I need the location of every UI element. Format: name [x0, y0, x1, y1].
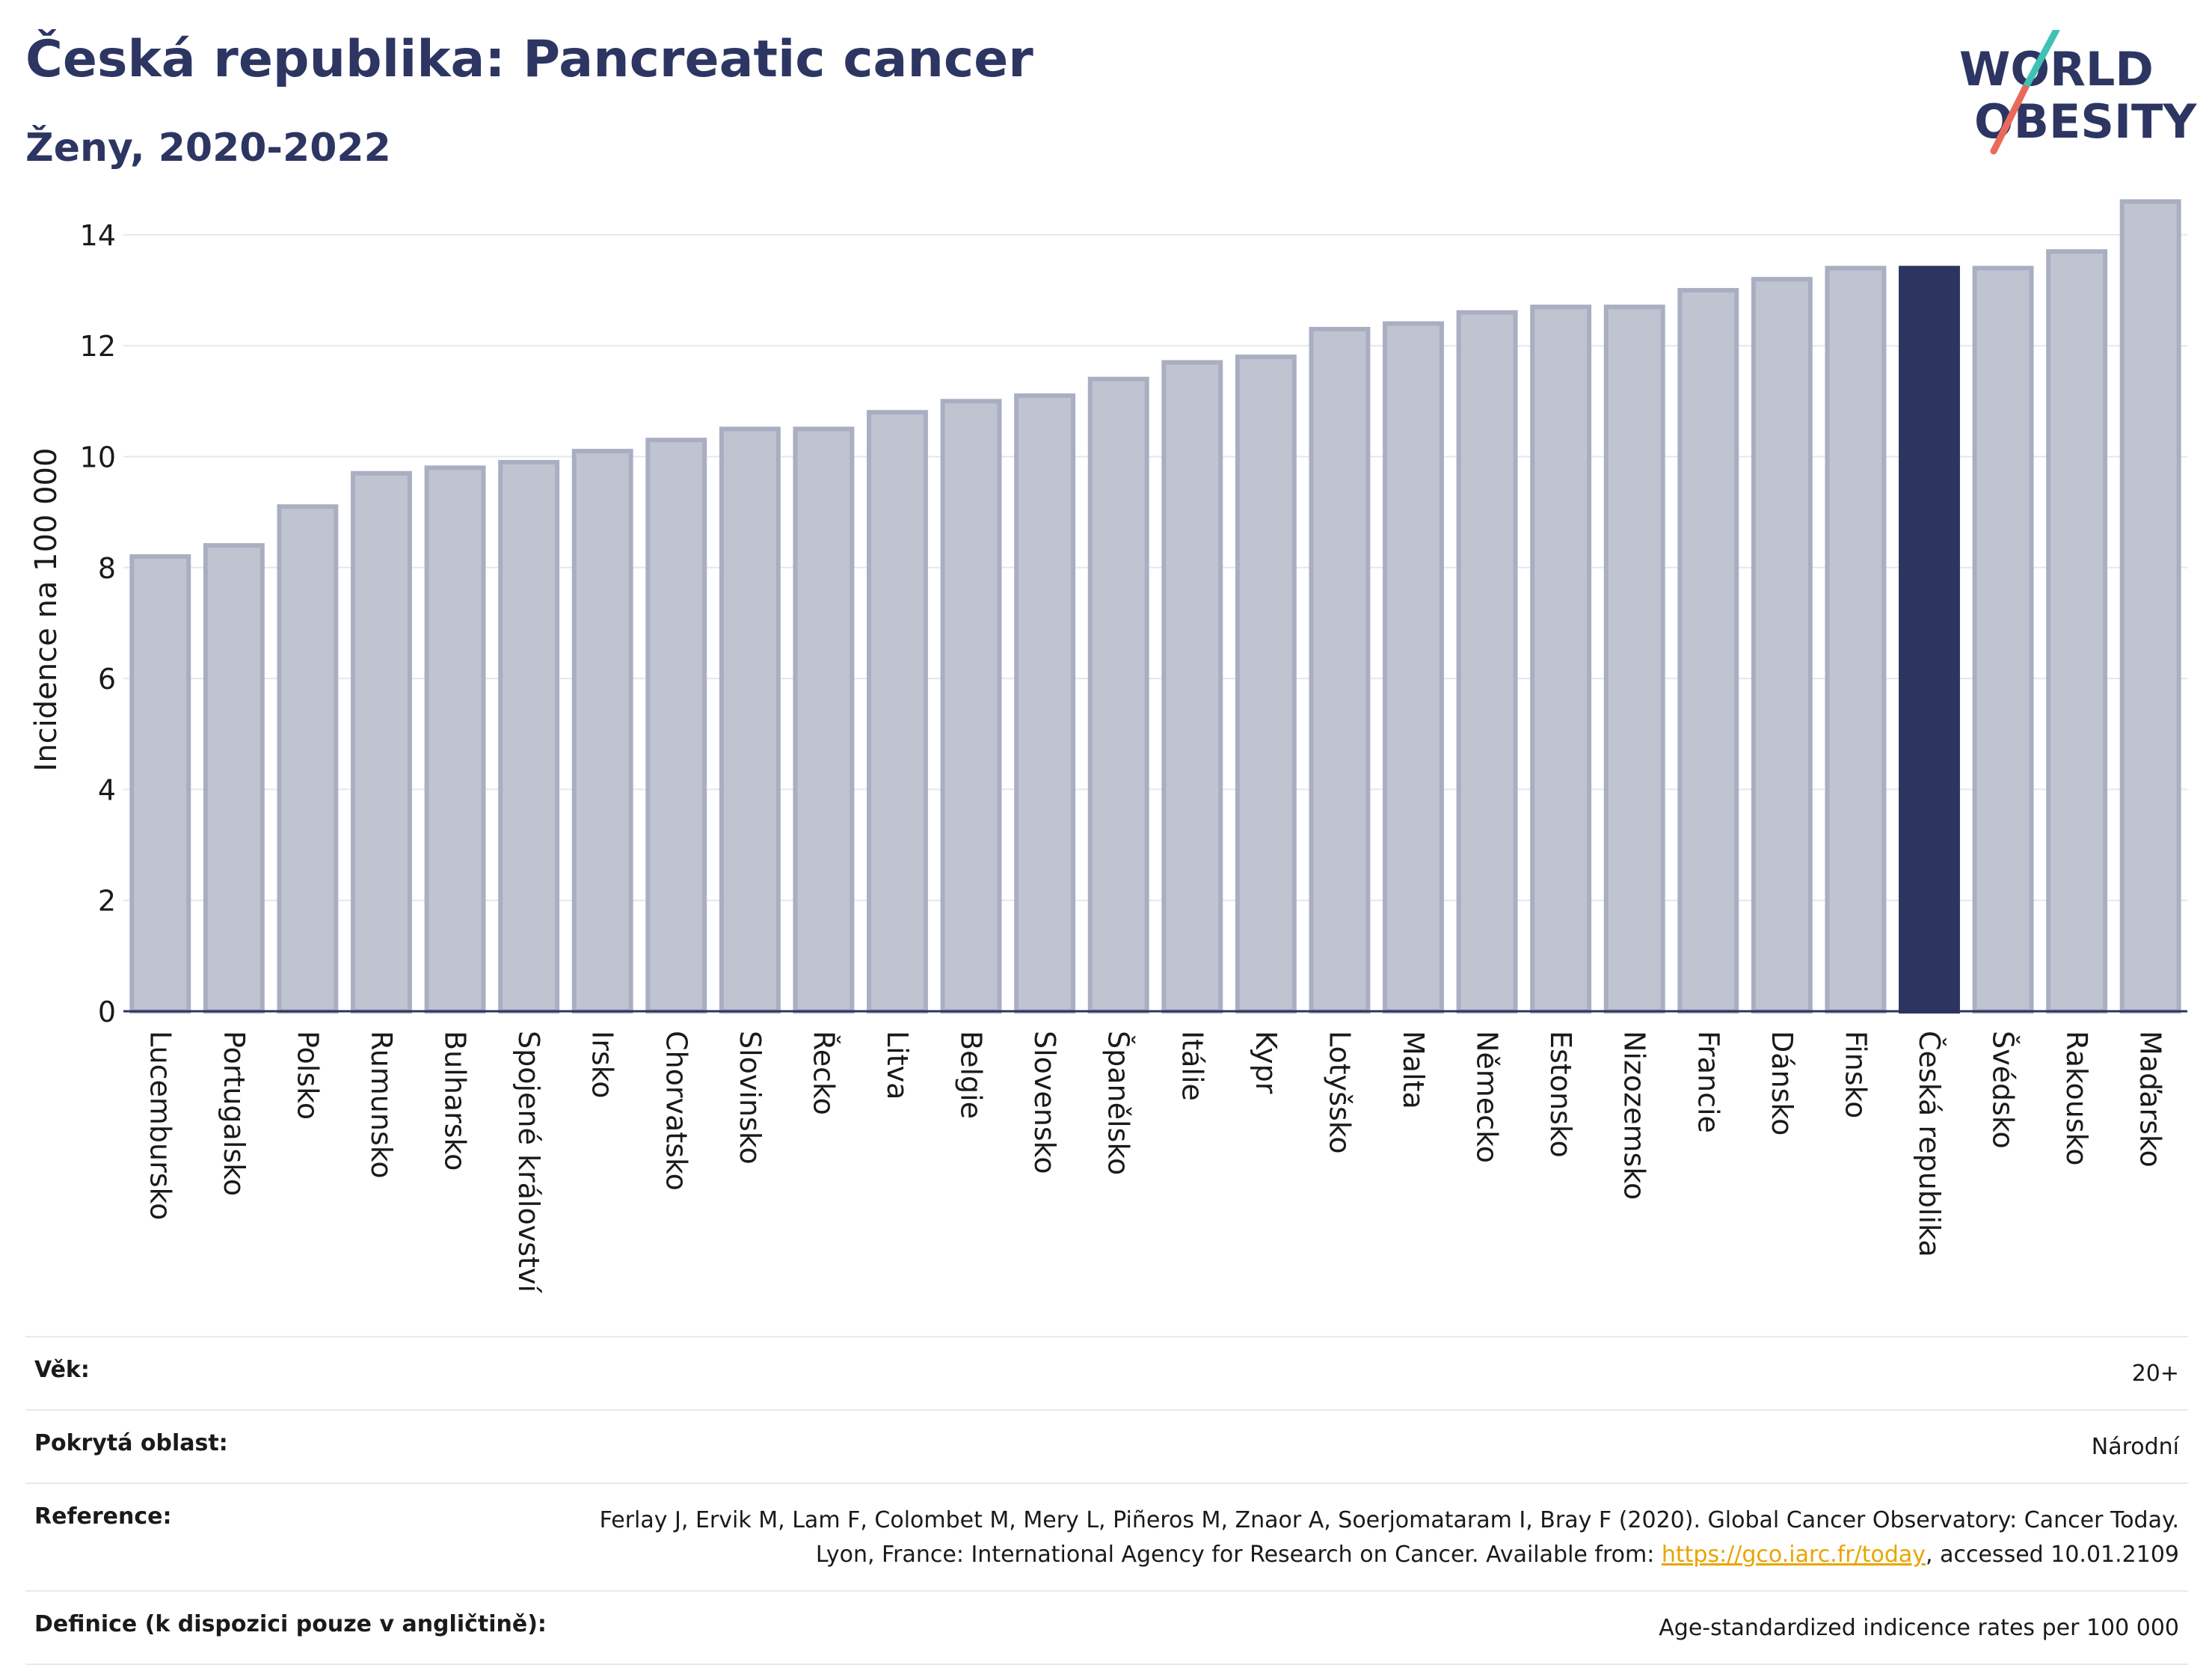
x-tick-label: Nizozemsko	[1618, 1031, 1651, 1200]
bar-4	[424, 465, 486, 1014]
bar-2	[277, 504, 339, 1014]
x-tick-label: Švédsko	[1987, 1031, 2020, 1149]
x-tick-label: Slovensko	[1028, 1031, 1061, 1174]
y-tick-label: 2	[98, 885, 116, 918]
y-tick-label: 14	[80, 219, 116, 252]
bar-23	[1825, 266, 1887, 1014]
age-label: Věk:	[34, 1357, 90, 1383]
bar-3	[351, 470, 412, 1014]
bar-chart: 0 2 4 6 8 10 12 14 Lucembursko Portugalsko Polsko…	[29, 199, 2187, 1293]
bar-15	[1235, 355, 1297, 1014]
x-tick-label: Dánsko	[1766, 1031, 1798, 1135]
x-tick-label: Maďarsko	[2134, 1031, 2167, 1168]
bar-13	[1087, 376, 1149, 1014]
page-title: Česká republika: Pancreatic cancer	[25, 30, 1033, 89]
y-axis: 0 2 4 6 8 10 12 14	[80, 219, 116, 1028]
x-tick-label: Španělsko	[1102, 1031, 1135, 1175]
bar-6	[571, 449, 633, 1014]
x-tick-label: Belgie	[955, 1031, 988, 1119]
x-tick-label: Rumunsko	[365, 1031, 398, 1179]
x-tick-label: Chorvatsko	[660, 1031, 692, 1191]
logo-line1: WORLD	[1959, 42, 2154, 96]
area-value: Národní	[2091, 1434, 2179, 1460]
bar-18	[1456, 310, 1518, 1014]
x-tick-label: Itálie	[1176, 1031, 1208, 1101]
bar-24	[1899, 266, 1960, 1014]
x-tick-label: Lucembursko	[144, 1031, 176, 1220]
bar-27	[2119, 199, 2181, 1014]
y-axis-label: Incidence na 100 000	[29, 448, 64, 772]
bars	[129, 199, 2181, 1014]
bar-14	[1161, 360, 1223, 1014]
info-row-definition: Definice (k dispozici pouze v angličtině…	[25, 1590, 2188, 1665]
x-tick-label: Estonsko	[1544, 1031, 1577, 1158]
x-tick-label: Francie	[1692, 1031, 1724, 1133]
x-tick-label: Irsko	[586, 1031, 619, 1099]
reference-label: Reference:	[34, 1503, 172, 1530]
bar-12	[1014, 393, 1076, 1014]
bar-1	[203, 543, 265, 1014]
x-tick-label: Kypr	[1250, 1031, 1282, 1094]
bar-10	[867, 410, 928, 1014]
y-tick-label: 0	[98, 996, 116, 1028]
info-table: Věk: 20+ Pokrytá oblast: Národní Referen…	[25, 1336, 2188, 1665]
y-tick-label: 10	[80, 441, 116, 474]
x-tick-label: Malta	[1397, 1031, 1430, 1109]
bar-11	[940, 399, 1002, 1014]
x-tick-label: Řecko	[807, 1031, 840, 1115]
bar-17	[1383, 321, 1444, 1014]
x-tick-label: Rakousko	[2060, 1031, 2093, 1166]
bar-21	[1677, 288, 1739, 1014]
bar-20	[1603, 304, 1665, 1014]
bar-16	[1309, 326, 1371, 1014]
page-subtitle: Ženy, 2020-2022	[25, 126, 391, 171]
y-tick-label: 8	[98, 552, 116, 585]
definition-value: Age-standardized indicence rates per 100…	[1659, 1615, 2179, 1641]
bar-22	[1751, 277, 1813, 1014]
info-row-age: Věk: 20+	[25, 1336, 2188, 1409]
reference-text-2: , accessed 10.01.2109	[1926, 1542, 2179, 1568]
info-row-area: Pokrytá oblast: Národní	[25, 1409, 2188, 1482]
reference-text-1: Ferlay J, Ervik M, Lam F, Colombet M, Me…	[599, 1507, 2179, 1568]
age-value: 20+	[2131, 1361, 2179, 1387]
x-tick-label: Slovinsko	[734, 1031, 766, 1165]
bar-25	[1972, 266, 2034, 1014]
x-tick-label: Spojené království	[512, 1031, 545, 1293]
x-tick-label: Finsko	[1839, 1031, 1872, 1118]
bar-7	[645, 438, 707, 1014]
info-row-reference: Reference: Ferlay J, Ervik M, Lam F, Col…	[25, 1482, 2188, 1590]
x-tick-label: Bulharsko	[439, 1031, 472, 1171]
x-tick-label: Německo	[1471, 1031, 1504, 1163]
x-tick-label: Litva	[881, 1031, 914, 1100]
logo-slash-teal	[2021, 26, 2060, 92]
y-tick-label: 12	[80, 330, 116, 363]
bar-26	[2046, 249, 2108, 1014]
x-tick-label: Portugalsko	[218, 1031, 251, 1196]
logo-slash-coral	[1990, 85, 2029, 155]
bar-0	[129, 554, 191, 1014]
y-tick-label: 6	[98, 663, 116, 696]
y-tick-label: 4	[98, 773, 116, 806]
reference-value: Ferlay J, Ervik M, Lam F, Colombet M, Me…	[534, 1503, 2179, 1572]
area-label: Pokrytá oblast:	[34, 1430, 228, 1456]
x-axis: Lucembursko Portugalsko Polsko Rumunsko Bulh…	[123, 1010, 2187, 1293]
world-obesity-logo: WORLD OBESITY	[1944, 26, 2199, 165]
definition-label: Definice (k dispozici pouze v angličtině…	[34, 1611, 547, 1637]
bar-5	[498, 459, 560, 1014]
reference-link[interactable]: https://gco.iarc.fr/today	[1661, 1542, 1926, 1568]
bar-8	[719, 426, 781, 1014]
bar-9	[793, 426, 855, 1014]
x-tick-label: Polsko	[291, 1031, 324, 1120]
x-tick-label: Lotyšsko	[1323, 1031, 1356, 1154]
bar-19	[1530, 304, 1592, 1014]
x-tick-label: Česká republika	[1913, 1031, 1946, 1257]
